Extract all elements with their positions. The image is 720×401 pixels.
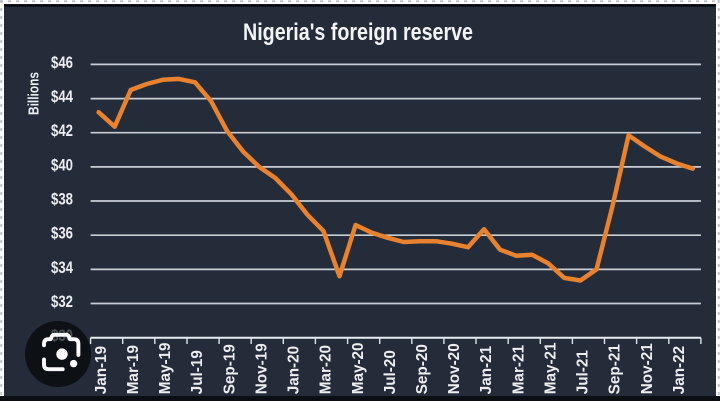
svg-text:Jan-21: Jan-21 <box>478 345 495 394</box>
svg-text:Mar-19: Mar-19 <box>125 345 142 394</box>
svg-text:$46: $46 <box>51 54 73 72</box>
svg-text:Nov-21: Nov-21 <box>639 343 656 394</box>
svg-text:$38: $38 <box>51 191 73 209</box>
svg-text:$36: $36 <box>51 225 73 243</box>
svg-text:$42: $42 <box>51 122 73 140</box>
svg-text:May-20: May-20 <box>350 342 367 394</box>
svg-text:Jan-19: Jan-19 <box>93 346 110 394</box>
svg-text:Sep-21: Sep-21 <box>607 344 624 395</box>
svg-text:Jan-20: Jan-20 <box>286 346 303 394</box>
svg-text:Nigeria's foreign reserve: Nigeria's foreign reserve <box>243 19 473 46</box>
svg-text:Jul-21: Jul-21 <box>575 350 592 395</box>
svg-text:Mar-21: Mar-21 <box>510 344 527 394</box>
svg-text:Mar-20: Mar-20 <box>318 345 335 394</box>
svg-text:Nov-20: Nov-20 <box>446 343 463 394</box>
svg-text:Billions: Billions <box>27 72 43 115</box>
svg-text:$40: $40 <box>51 156 73 174</box>
svg-text:May-21: May-21 <box>543 342 560 394</box>
svg-text:$32: $32 <box>51 293 73 311</box>
svg-text:Jan-22: Jan-22 <box>671 346 688 394</box>
svg-text:Sep-20: Sep-20 <box>414 344 431 394</box>
svg-text:Nov-19: Nov-19 <box>253 343 270 394</box>
svg-text:Sep-19: Sep-19 <box>221 344 238 394</box>
svg-text:$44: $44 <box>51 88 74 106</box>
svg-text:$34: $34 <box>51 259 74 277</box>
svg-text:May-19: May-19 <box>157 342 174 394</box>
svg-text:Jul-20: Jul-20 <box>382 350 399 394</box>
svg-text:Jul-19: Jul-19 <box>189 350 206 394</box>
